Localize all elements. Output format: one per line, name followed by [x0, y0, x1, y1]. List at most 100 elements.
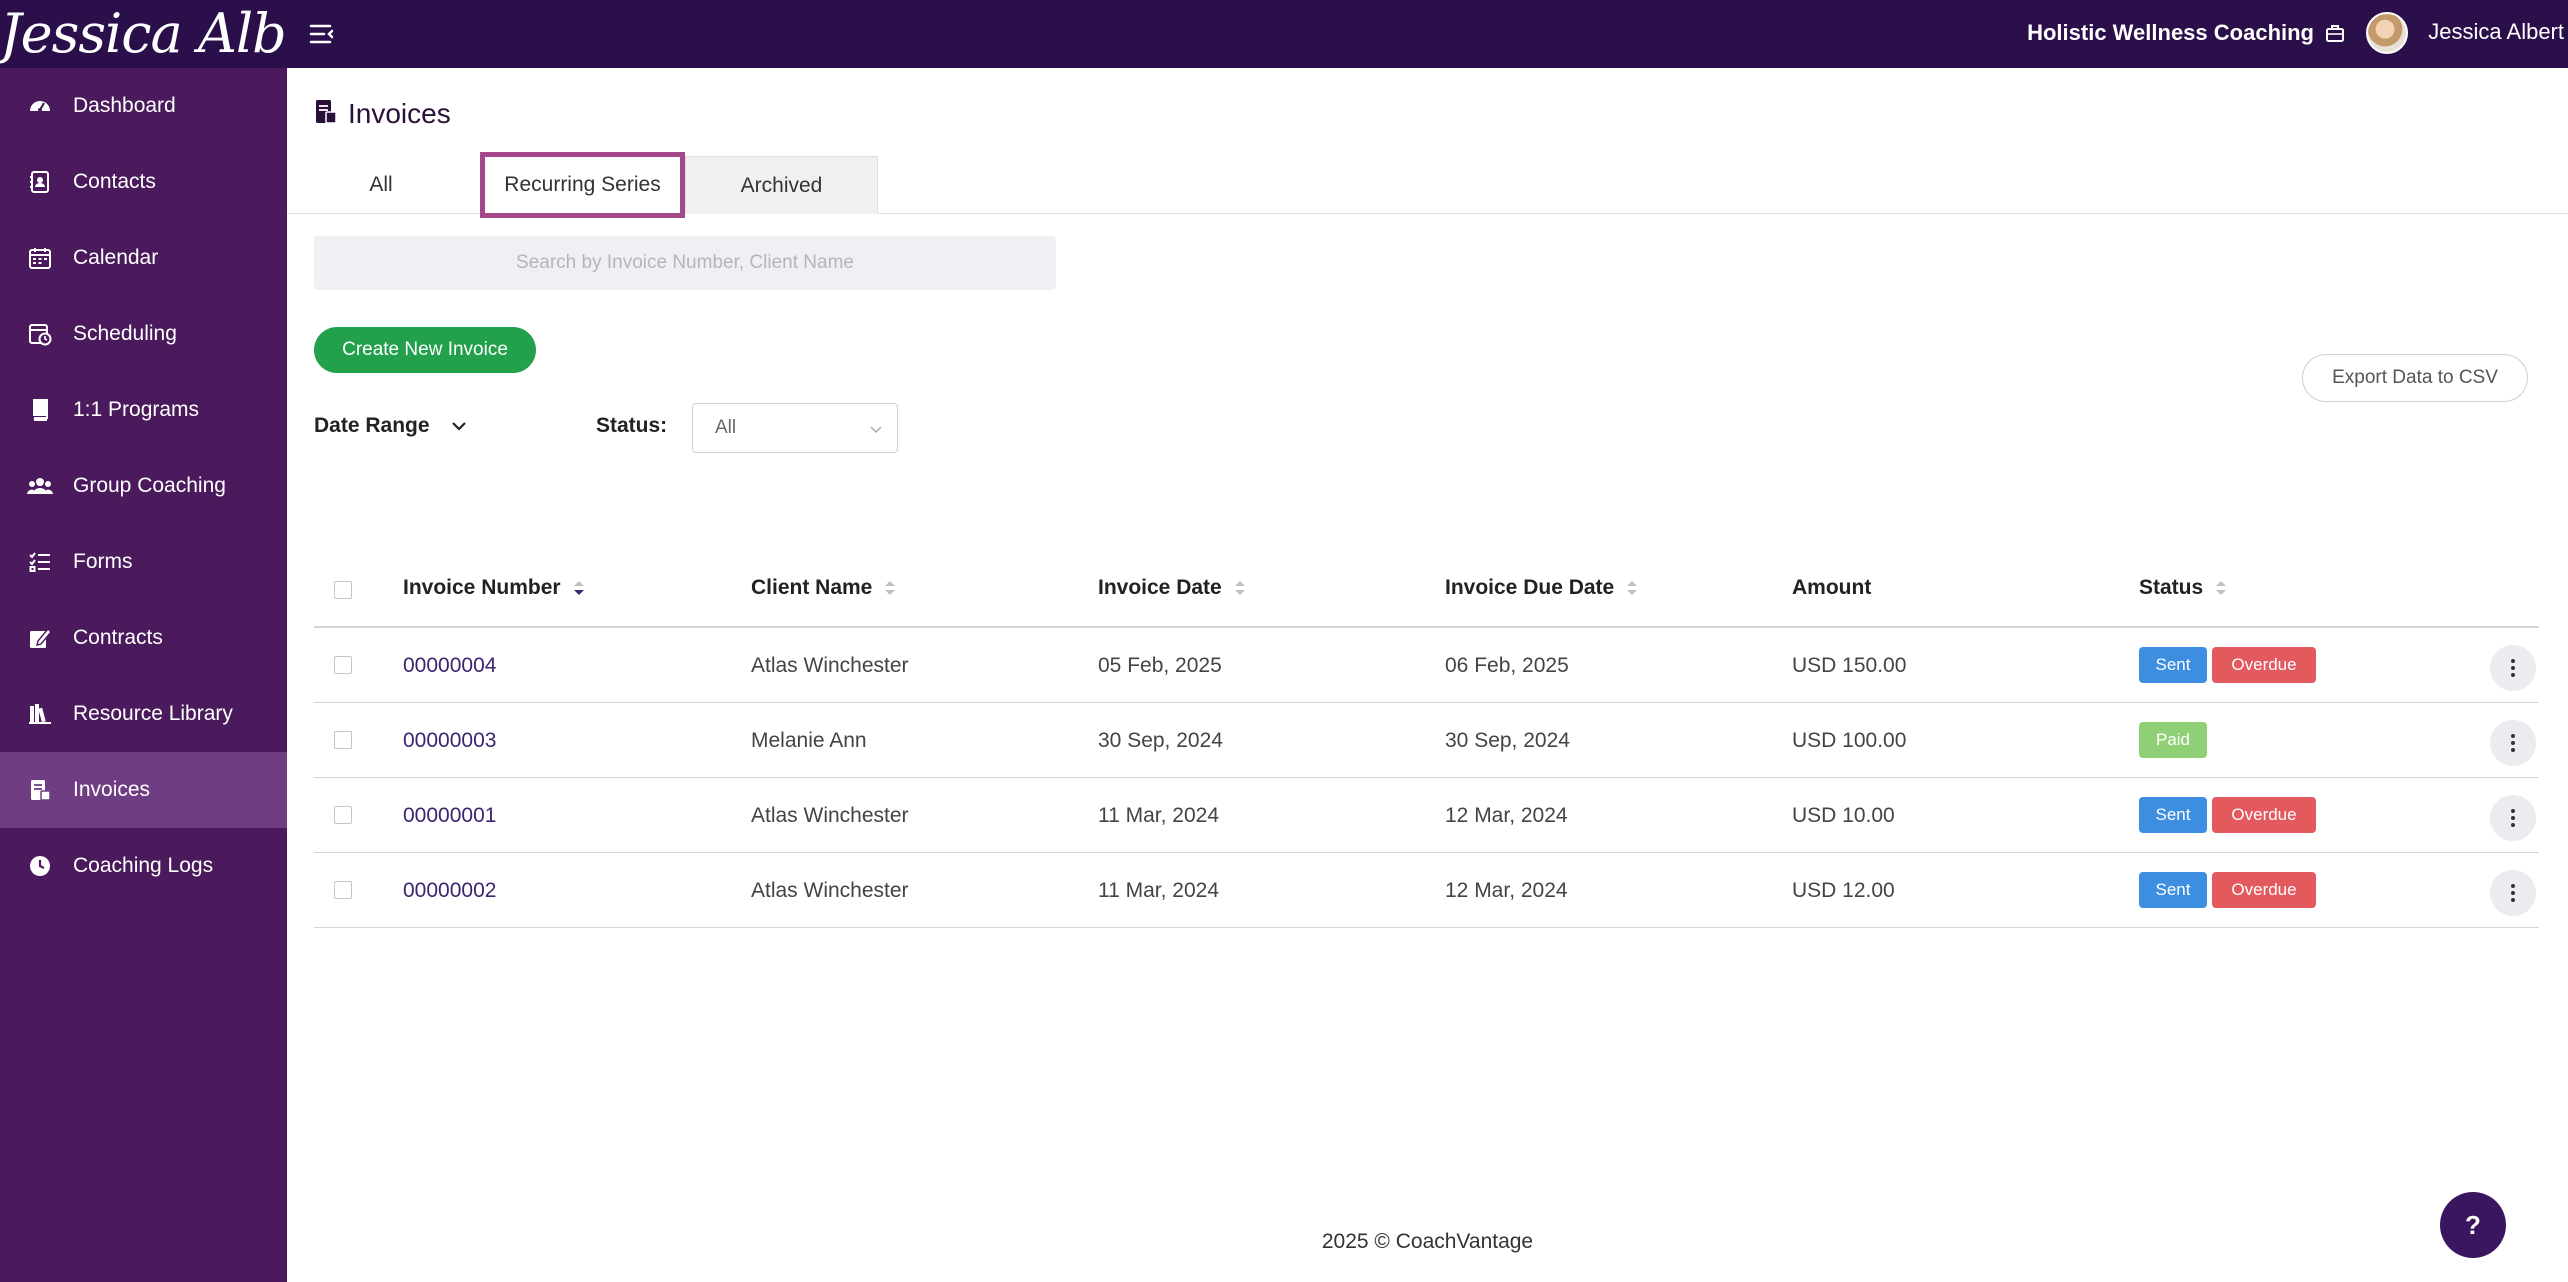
sidebar-item-label: Calendar	[73, 246, 159, 269]
sidebar-item-label: Coaching Logs	[73, 854, 214, 877]
contract-sign-icon	[27, 625, 53, 651]
column-header-invoice-number[interactable]: Invoice Number	[403, 576, 585, 600]
sidebar-item-label: Invoices	[73, 778, 151, 801]
client-name: Atlas Winchester	[751, 804, 909, 827]
column-header-invoice-date[interactable]: Invoice Date	[1098, 576, 1246, 600]
page-title: Invoices	[314, 98, 451, 130]
dashboard-gauge-icon	[27, 93, 53, 119]
sort-icon	[884, 578, 896, 598]
sidebar-item-coaching-logs[interactable]: Coaching Logs	[0, 828, 287, 904]
sidebar-item-scheduling[interactable]: Scheduling	[0, 296, 287, 372]
status-select-value: All	[715, 417, 737, 438]
column-header-label: Invoice Number	[403, 576, 561, 599]
sidebar-item-contacts[interactable]: Contacts	[0, 144, 287, 220]
client-name: Melanie Ann	[751, 729, 867, 752]
sort-icon	[1626, 578, 1638, 598]
column-header-client-name[interactable]: Client Name	[751, 576, 896, 600]
tab-recurring-series[interactable]: Recurring Series	[480, 152, 685, 218]
column-header-label: Client Name	[751, 576, 873, 599]
invoice-icon	[314, 99, 338, 130]
status-badge-paid: Paid	[2139, 722, 2207, 758]
amount: USD 100.00	[1792, 729, 1907, 752]
sidebar-item-label: Contracts	[73, 626, 163, 649]
sort-icon	[2215, 578, 2227, 598]
row-checkbox[interactable]	[334, 881, 352, 899]
scheduling-calendar-clock-icon	[27, 321, 53, 347]
client-name: Atlas Winchester	[751, 879, 909, 902]
sort-icon	[573, 578, 585, 598]
main-content: Invoices All Archived Recurring Series C…	[287, 68, 2568, 1282]
business-name[interactable]: Holistic Wellness Coaching	[2027, 20, 2314, 45]
avatar[interactable]	[2366, 12, 2408, 54]
sidebar-item-invoices[interactable]: Invoices	[0, 752, 287, 828]
date-range-filter[interactable]: Date Range	[314, 414, 468, 438]
help-button[interactable]: ?	[2440, 1192, 2506, 1258]
row-actions-kebab-icon[interactable]	[2490, 870, 2536, 916]
status-badge-overdue: Overdue	[2212, 872, 2316, 908]
checklist-icon	[27, 549, 53, 575]
column-header-label: Status	[2139, 576, 2204, 599]
status-badge-overdue: Overdue	[2212, 797, 2316, 833]
clock-icon	[27, 853, 53, 879]
date-range-label: Date Range	[314, 414, 430, 437]
amount: USD 150.00	[1792, 654, 1907, 677]
row-checkbox[interactable]	[334, 731, 352, 749]
due-date: 12 Mar, 2024	[1445, 879, 1568, 902]
tab-archived[interactable]: Archived	[685, 156, 878, 214]
sort-icon	[1234, 578, 1246, 598]
table-row: 00000001 Atlas Winchester 11 Mar, 2024 1…	[314, 778, 2539, 853]
invoice-date: 05 Feb, 2025	[1098, 654, 1222, 677]
invoice-date: 11 Mar, 2024	[1098, 804, 1220, 827]
menu-toggle-icon[interactable]	[308, 20, 336, 48]
invoice-number-link[interactable]: 00000001	[403, 804, 497, 827]
amount: USD 12.00	[1792, 879, 1895, 902]
row-actions-kebab-icon[interactable]	[2490, 795, 2536, 841]
invoice-number-link[interactable]: 00000004	[403, 654, 497, 677]
footer-copyright: 2025 © CoachVantage	[1321, 1230, 1534, 1253]
search-input[interactable]	[314, 236, 1056, 290]
sidebar-item-label: Group Coaching	[73, 474, 226, 497]
status-select[interactable]: All	[692, 403, 898, 453]
calendar-icon	[27, 245, 53, 271]
column-header-label: Invoice Due Date	[1445, 576, 1615, 599]
library-books-icon	[27, 701, 53, 727]
briefcase-icon[interactable]	[2324, 22, 2346, 44]
sidebar-item-label: Dashboard	[73, 94, 176, 117]
column-header-status[interactable]: Status	[2139, 576, 2227, 600]
logo: Jessica Albert	[0, 2, 287, 65]
table-row: 00000002 Atlas Winchester 11 Mar, 2024 1…	[314, 853, 2539, 928]
sidebar-item-calendar[interactable]: Calendar	[0, 220, 287, 296]
top-bar: Jessica Albert Holistic Wellness Coachin…	[0, 0, 2568, 68]
invoice-number-link[interactable]: 00000003	[403, 729, 497, 752]
tab-all[interactable]: All	[369, 173, 393, 196]
column-header-amount: Amount	[1792, 576, 1871, 600]
row-checkbox[interactable]	[334, 806, 352, 824]
sidebar-item-label: 1:1 Programs	[73, 398, 200, 421]
select-all-checkbox[interactable]	[334, 581, 352, 599]
row-checkbox[interactable]	[334, 656, 352, 674]
sidebar-item-group-coaching[interactable]: Group Coaching	[0, 448, 287, 524]
export-csv-button[interactable]: Export Data to CSV	[2302, 354, 2528, 402]
sidebar-item-contracts[interactable]: Contracts	[0, 600, 287, 676]
sidebar-item-dashboard[interactable]: Dashboard	[0, 68, 287, 144]
table-row: 00000004 Atlas Winchester 05 Feb, 2025 0…	[314, 628, 2539, 703]
table-row: 00000003 Melanie Ann 30 Sep, 2024 30 Sep…	[314, 703, 2539, 778]
sidebar-item-forms[interactable]: Forms	[0, 524, 287, 600]
users-group-icon	[27, 473, 53, 499]
row-actions-kebab-icon[interactable]	[2490, 720, 2536, 766]
amount: USD 10.00	[1792, 804, 1895, 827]
sidebar-item-label: Forms	[73, 550, 133, 573]
book-icon	[27, 397, 53, 423]
column-header-due-date[interactable]: Invoice Due Date	[1445, 576, 1638, 600]
sidebar-item-programs[interactable]: 1:1 Programs	[0, 372, 287, 448]
user-name[interactable]: Jessica Albert	[2428, 19, 2564, 44]
invoice-icon	[27, 777, 53, 803]
tab-bar: All Archived Recurring Series	[287, 152, 2568, 218]
column-header-label: Amount	[1792, 576, 1872, 599]
sidebar-item-resource-library[interactable]: Resource Library	[0, 676, 287, 752]
create-invoice-button[interactable]: Create New Invoice	[314, 327, 536, 373]
status-badge-overdue: Overdue	[2212, 647, 2316, 683]
invoice-number-link[interactable]: 00000002	[403, 879, 497, 902]
sidebar-item-label: Contacts	[73, 170, 156, 193]
row-actions-kebab-icon[interactable]	[2490, 645, 2536, 691]
